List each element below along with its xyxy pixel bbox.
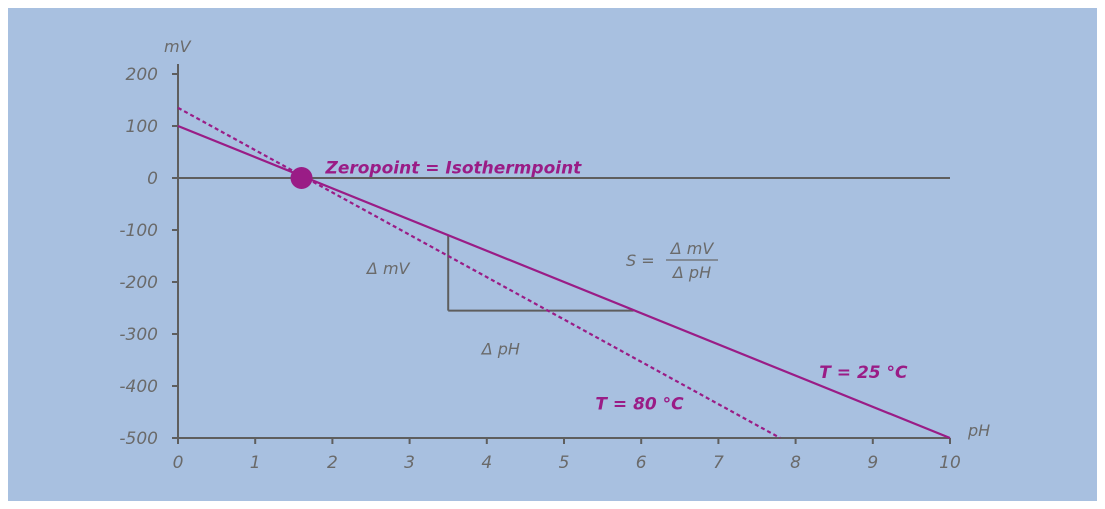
y-tick-label: -500: [119, 429, 158, 449]
y-axis-label: mV: [164, 37, 192, 56]
delta-ph-label: Δ pH: [480, 340, 520, 359]
series-label-25c: T = 25 °C: [819, 363, 908, 383]
y-tick-label: -400: [119, 377, 158, 397]
y-tick-label: -100: [119, 221, 158, 241]
x-tick-label: 10: [939, 453, 961, 473]
x-axis-label: pH: [967, 421, 990, 440]
formula-numerator: Δ mV: [669, 239, 715, 258]
x-tick-label: 7: [713, 453, 724, 473]
zeropoint-marker: [290, 167, 313, 189]
x-tick-label: 2: [327, 453, 338, 473]
series-label-80c: T = 80 °C: [595, 394, 684, 414]
ph-mv-chart: 0 1 2 3 4 5 6 7 8 9 10 200 100 0 -100 -200 -300 -400 -500 m…: [119, 37, 990, 473]
x-tick-label: 6: [636, 453, 647, 473]
x-tick-label: 8: [790, 453, 801, 473]
slope-triangle: Δ mV Δ pH S = Δ mV Δ pH: [365, 235, 718, 359]
x-tick-label: 3: [404, 453, 415, 473]
y-tick-label: 0: [147, 169, 158, 189]
series-lines: [177, 106, 951, 440]
x-tick-label: 5: [559, 453, 570, 473]
x-tick-label: 4: [481, 453, 492, 473]
chart-panel: 0 1 2 3 4 5 6 7 8 9 10 200 100 0 -100 -200 -300 -400 -500 m…: [8, 8, 1097, 501]
zeropoint-label: Zeropoint = Isothermpoint: [325, 159, 583, 179]
delta-mv-label: Δ mV: [365, 259, 411, 278]
formula-denominator: Δ pH: [671, 263, 711, 282]
annotations: T = 25 °C T = 80 °C Zeropoint = Isothermpo…: [290, 159, 908, 414]
y-tick-label: 200: [126, 65, 158, 85]
series-line-80c: [177, 106, 781, 439]
x-tick-label: 9: [867, 453, 878, 473]
axis-ticks: 0 1 2 3 4 5 6 7 8 9 10 200 100 0 -100 -200 -300 -400 -500 m…: [119, 37, 990, 473]
y-tick-label: 100: [126, 117, 158, 137]
y-tick-label: -300: [119, 325, 158, 345]
y-tick-label: -200: [119, 273, 158, 293]
formula-lhs: S =: [626, 251, 655, 270]
x-tick-label: 0: [173, 453, 184, 473]
x-tick-label: 1: [250, 453, 261, 473]
